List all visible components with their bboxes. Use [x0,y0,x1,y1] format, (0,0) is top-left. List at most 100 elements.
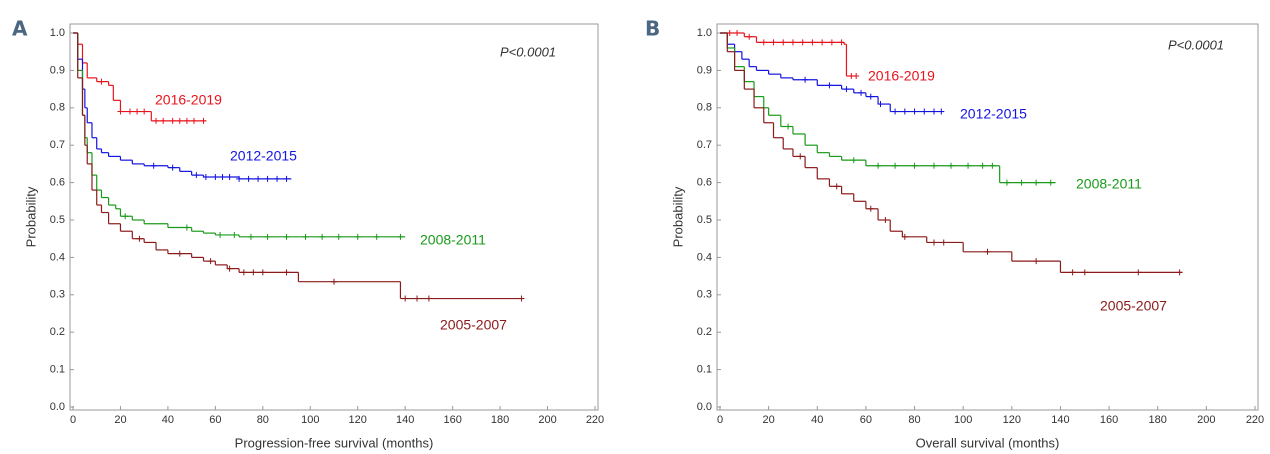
censor-mark [809,39,816,46]
censor-mark [1176,269,1183,276]
series-label: 2008-2011 [1076,176,1142,192]
censor-mark [117,108,124,115]
censor-mark [938,108,945,115]
x-tick-label: 40 [162,414,174,426]
y-tick-label: 0.3 [697,289,712,301]
series-label: 2016-2019 [868,68,935,84]
censor-mark [126,108,133,115]
y-tick-label: 0.8 [697,102,712,114]
y-tick-label: 1.0 [697,27,712,39]
censor-mark [264,175,271,182]
censor-mark [191,117,198,124]
censor-mark [226,265,233,272]
series-label: 2012-2015 [230,148,297,164]
x-tick-label: 0 [70,414,76,426]
censor-mark [1069,269,1076,276]
censor-mark [335,233,342,240]
censor-mark [892,162,899,169]
censor-mark [183,224,190,231]
censor-mark [882,217,889,223]
censor-mark [965,162,972,169]
censor-mark [826,82,833,89]
censor-mark [867,205,874,212]
y-tick-label: 0.9 [697,64,712,76]
censor-mark [1033,179,1040,186]
censor-mark [247,233,254,240]
censor-mark [231,231,238,238]
x-axis-label: Overall survival (months) [916,435,1060,450]
censor-mark [373,233,380,240]
plot-frame [716,23,1259,411]
x-tick-label: 180 [491,414,509,426]
censor-mark [153,117,160,124]
series-label: 2016-2019 [155,92,222,108]
censor-mark [354,233,361,240]
x-tick-label: 80 [257,414,269,426]
annotation: P<0.0001 [1168,37,1224,52]
censor-mark [931,108,937,115]
x-tick-label: 160 [1100,414,1118,426]
censor-mark [989,162,996,169]
censor-mark [425,295,432,302]
censor-mark [226,173,233,180]
censor-mark [212,173,219,180]
x-tick-label: 80 [908,414,920,426]
censor-mark [833,183,840,190]
x-tick-label: 60 [860,414,872,426]
censor-mark [1003,179,1010,186]
censor-mark [828,39,835,46]
censor-mark [122,213,129,220]
x-tick-label: 100 [301,414,319,426]
censor-mark [217,231,224,238]
y-tick-label: 0.8 [50,102,65,114]
y-tick-label: 0.5 [50,214,65,226]
censor-mark [150,162,157,169]
censor-mark [911,162,918,169]
censor-mark [858,89,865,96]
y-tick-label: 0.4 [50,251,65,263]
plot-frame [69,23,599,411]
censor-mark [877,101,884,108]
y-tick-label: 0.2 [50,326,65,338]
censor-mark [1033,258,1040,265]
censor-mark [141,108,148,115]
censor-mark [283,175,290,182]
censor-mark [136,235,143,242]
censor-mark [302,233,309,240]
censor-mark [518,295,525,302]
x-tick-label: 220 [586,414,604,426]
censor-mark [207,258,214,265]
censor-mark [236,175,243,182]
y-tick-label: 0.6 [50,177,65,189]
x-tick-label: 60 [209,414,221,426]
censor-mark [734,30,741,36]
censor-mark [853,73,860,80]
censor-mark [183,117,190,124]
censor-mark [98,78,105,85]
censor-mark [274,175,281,182]
censor-mark [875,162,882,169]
censor-mark [931,239,937,246]
censor-mark [797,153,804,160]
series-label: 2008-2011 [420,232,486,248]
y-tick-label: 0.9 [50,64,65,76]
censor-mark [746,33,753,40]
x-tick-label: 120 [349,414,367,426]
censor-mark [948,162,955,169]
x-tick-label: 140 [396,414,414,426]
censor-mark [134,108,141,115]
y-tick-label: 0.2 [697,326,712,338]
censor-mark [1018,179,1025,186]
y-tick-label: 0.0 [697,401,712,413]
x-axis-label: Progression-free survival (months) [235,435,434,450]
censor-mark [901,108,908,115]
y-tick-label: 0.7 [50,139,65,151]
series-label: 2005-2007 [440,317,507,333]
x-tick-label: 20 [763,414,775,426]
censor-mark [984,248,991,255]
censor-mark [838,39,845,46]
series-label: 2005-2007 [1100,298,1167,314]
panel-label: A [12,17,28,41]
censor-mark [760,39,767,46]
